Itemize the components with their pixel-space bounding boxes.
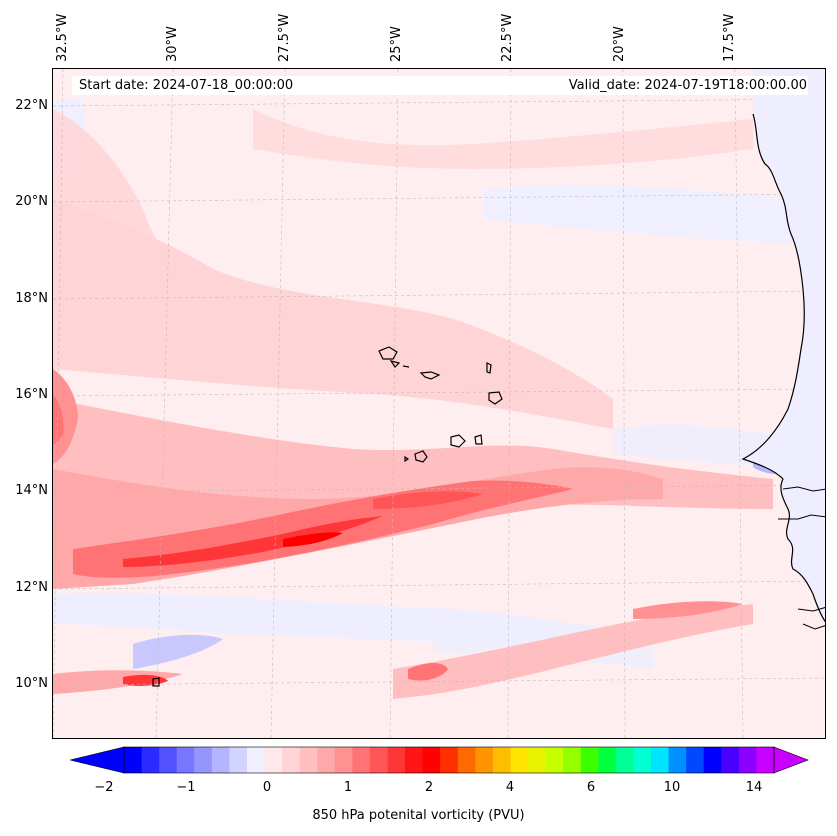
colorbar-cell [159,747,178,773]
colorbar-cell [545,747,564,773]
colorbar-cell [194,747,213,773]
colorbar-cell [703,747,722,773]
colorbar-tick-label: 14 [745,780,763,795]
lon-label-25w: 25°W [389,26,404,62]
colorbar-cell [686,747,705,773]
lat-label-14n: 14°N [15,483,48,498]
map-panel [52,68,826,739]
lat-label-12n: 12°N [15,580,48,595]
colorbar-cell [440,747,459,773]
colorbar-cell [457,747,476,773]
colorbar-tick-label: 10 [663,780,681,795]
pv-contour-map [53,69,825,738]
lat-label-22n: 22°N [15,98,48,113]
colorbar-cell [387,747,406,773]
lon-label-20w: 20°W [612,26,627,62]
colorbar-cell [668,747,687,773]
colorbar-cell [510,747,529,773]
colorbar-tick-label: 4 [505,780,515,795]
colorbar-tick-label: 2 [424,780,434,795]
colorbar-cell [563,747,582,773]
colorbar-cell [141,747,160,773]
colorbar-cell [264,747,283,773]
colorbar-tick-label: −1 [176,780,196,795]
info-box [72,76,808,95]
colorbar-cell [422,747,441,773]
colorbar-min-extension [70,746,125,774]
lon-label-27-5w: 27.5°W [277,13,292,62]
lon-label-30w: 30°W [165,26,180,62]
colorbar-cell [299,747,318,773]
colorbar-cell [528,747,547,773]
colorbar-cell [475,747,494,773]
lon-label-22-5w: 22.5°W [500,13,515,62]
colorbar-cell [282,747,301,773]
lon-label-17-5w: 17.5°W [722,13,737,62]
colorbar-cell [369,747,389,773]
colorbar-cell [721,747,740,773]
colorbar-cell [334,747,353,773]
lat-label-20n: 20°N [15,194,48,209]
colorbar-cell [124,747,143,773]
lat-label-10n: 10°N [15,676,48,691]
colorbar-cell [756,747,775,773]
colorbar-cell [352,747,371,773]
colorbar-tick-label: 0 [262,780,272,795]
colorbar-cell [580,747,599,773]
colorbar-label: 850 hPa potenital vorticity (PVU) [312,808,525,823]
colorbar-tick-label: 6 [586,780,596,795]
colorbar-cell [176,747,195,773]
lat-label-16n: 16°N [15,387,48,402]
colorbar-cell [615,747,634,773]
colorbar-cell [651,747,670,773]
colorbar-cell [492,747,511,773]
lon-label-32-5w: 32.5°W [55,13,70,62]
colorbar-cell [405,747,424,773]
start-date-label: Start date: 2024-07-18_00:00:00 [79,78,294,93]
colorbar-cell [317,747,336,773]
colorbar-cell [738,747,757,773]
lat-label-18n: 18°N [15,291,48,306]
colorbar-tick-label: −2 [94,780,114,795]
colorbar [70,746,809,774]
colorbar-cell [598,747,617,773]
valid-date-label: Valid_date: 2024-07-19T18:00:00.00 [568,78,807,93]
colorbar-max-extension [773,746,809,774]
colorbar-cell [211,747,230,773]
colorbar-cell [633,747,652,773]
colorbar-cell [246,747,266,773]
colorbar-tick-label: 1 [343,780,353,795]
colorbar-cell [229,747,248,773]
